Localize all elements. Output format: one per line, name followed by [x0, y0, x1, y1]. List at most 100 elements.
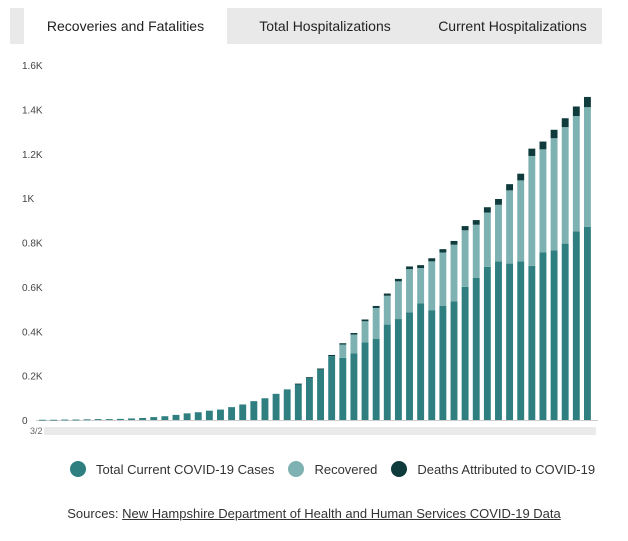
bar-current-cases	[72, 419, 80, 421]
chart-legend: Total Current COVID-19 Cases Recovered D…	[70, 461, 609, 477]
bar-current-cases	[350, 353, 358, 420]
bar-current-cases	[194, 412, 202, 420]
y-tick-label: 1.6K	[22, 61, 43, 72]
bar-current-cases	[472, 278, 480, 420]
bar-deaths	[439, 249, 447, 253]
bar-deaths	[350, 333, 358, 335]
bar-current-cases	[517, 261, 525, 420]
legend-label-deaths: Deaths Attributed to COVID-19	[417, 461, 596, 477]
bar-recovered	[383, 295, 391, 325]
bar-current-cases	[539, 252, 547, 420]
bar-recovered	[417, 268, 425, 304]
sources-note: Sources: New Hampshire Department of Hea…	[0, 506, 628, 521]
x-tick-labels-overlap	[44, 427, 596, 435]
bar-current-cases	[128, 418, 135, 420]
legend-swatch-recovered	[288, 461, 305, 477]
y-tick-label: 1K	[22, 194, 35, 205]
stacked-bar-chart: 0 0.2K 0.4K 0.6K 0.8K 1K 1.2K 1.4K 1.6K 3/2	[22, 61, 598, 435]
tab-current-hospitalizations[interactable]: Current Hospitalizations	[438, 18, 587, 34]
bar-recovered	[539, 149, 547, 253]
bar-deaths	[483, 207, 491, 213]
bar-current-cases	[561, 243, 569, 420]
bar-current-cases	[461, 286, 469, 421]
bar-deaths	[495, 199, 502, 205]
bar-current-cases	[428, 310, 436, 420]
legend-item-deaths[interactable]: Deaths Attributed to COVID-19	[391, 461, 595, 477]
bar-recovered	[450, 244, 458, 302]
bar-current-cases	[217, 409, 224, 420]
bar-current-cases	[394, 319, 402, 420]
bar-recovered	[483, 212, 491, 267]
sources-link[interactable]: New Hampshire Department of Health and H…	[122, 506, 561, 521]
bar-recovered	[372, 307, 380, 340]
bar-recovered	[583, 107, 591, 227]
bar-current-cases	[83, 419, 91, 421]
bar-recovered	[461, 230, 469, 287]
y-tick-label: 0.6K	[22, 283, 43, 294]
bar-recovered	[339, 344, 347, 358]
bar-current-cases	[116, 418, 124, 420]
bar-current-cases	[294, 384, 302, 420]
bar-current-cases	[172, 414, 180, 420]
bar-current-cases	[406, 312, 413, 420]
bar-current-cases	[439, 305, 447, 420]
bar-current-cases	[272, 393, 280, 420]
bar-current-cases	[61, 419, 69, 421]
legend-label-recovered: Recovered	[314, 461, 378, 477]
bar-current-cases	[183, 413, 191, 420]
bar-current-cases	[339, 357, 347, 421]
sources-prefix: Sources:	[67, 506, 119, 521]
bar-deaths	[372, 305, 380, 308]
bar-current-cases	[228, 407, 236, 420]
bar-current-cases	[205, 410, 213, 420]
legend-item-current-cases[interactable]: Total Current COVID-19 Cases	[70, 461, 274, 477]
bar-recovered	[561, 127, 569, 244]
bar-current-cases	[150, 417, 158, 420]
bar-deaths	[305, 377, 313, 378]
bar-recovered	[550, 138, 558, 251]
bar-current-cases	[50, 419, 58, 421]
legend-swatch-deaths	[391, 461, 408, 477]
bar-recovered	[406, 269, 413, 313]
y-tick-label: 1.2K	[22, 150, 43, 161]
bar-current-cases	[283, 389, 291, 420]
bar-recovered	[394, 281, 402, 320]
bar-deaths	[406, 266, 413, 270]
bar-current-cases	[361, 342, 369, 420]
bar-current-cases	[550, 250, 558, 420]
bar-deaths	[361, 319, 369, 322]
bar-deaths	[328, 354, 336, 357]
bar-current-cases	[506, 263, 514, 420]
bar-current-cases	[483, 266, 491, 420]
bar-deaths	[550, 129, 558, 139]
bar-current-cases	[528, 265, 536, 420]
bar-current-cases	[305, 377, 313, 420]
tab-recoveries-and-fatalities[interactable]: Recoveries and Fatalities	[24, 8, 227, 44]
bar-recovered	[428, 261, 436, 311]
bar-current-cases	[161, 416, 169, 420]
bar-recovered	[572, 116, 580, 232]
bar-deaths	[517, 173, 525, 181]
bar-current-cases	[39, 419, 46, 421]
bar-recovered	[517, 180, 525, 262]
bar-current-cases	[317, 369, 324, 420]
bar-current-cases	[105, 419, 113, 420]
bar-deaths	[583, 96, 591, 108]
bar-deaths	[539, 141, 547, 150]
bar-current-cases	[495, 261, 502, 420]
bar-deaths	[561, 118, 569, 128]
legend-swatch-current-cases	[70, 461, 86, 477]
bar-recovered	[506, 190, 514, 264]
tab-total-hospitalizations[interactable]: Total Hospitalizations	[259, 18, 391, 34]
bar-deaths	[461, 226, 469, 231]
bar-current-cases	[417, 303, 425, 420]
legend-item-recovered[interactable]: Recovered	[288, 461, 377, 477]
bar-current-cases	[239, 404, 247, 420]
bar-current-cases	[328, 356, 336, 420]
legend-label-current-cases: Total Current COVID-19 Cases	[96, 461, 275, 477]
bar-deaths	[428, 258, 436, 262]
y-tick-label: 0.2K	[22, 372, 43, 383]
bar-current-cases	[383, 324, 391, 420]
bar-deaths	[294, 383, 302, 385]
y-tick-label: 0	[22, 416, 28, 427]
